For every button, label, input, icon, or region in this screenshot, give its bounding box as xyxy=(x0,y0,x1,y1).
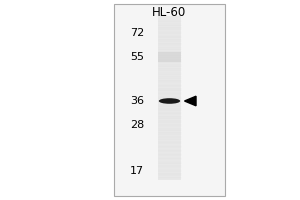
FancyBboxPatch shape xyxy=(158,52,181,62)
Text: HL-60: HL-60 xyxy=(152,5,187,19)
Text: 36: 36 xyxy=(130,96,144,106)
FancyBboxPatch shape xyxy=(158,16,181,180)
Text: 17: 17 xyxy=(130,166,144,176)
FancyBboxPatch shape xyxy=(114,4,225,196)
Polygon shape xyxy=(184,96,196,106)
Text: 72: 72 xyxy=(130,28,144,38)
Ellipse shape xyxy=(159,98,180,104)
Text: 28: 28 xyxy=(130,120,144,130)
Text: 55: 55 xyxy=(130,52,144,62)
